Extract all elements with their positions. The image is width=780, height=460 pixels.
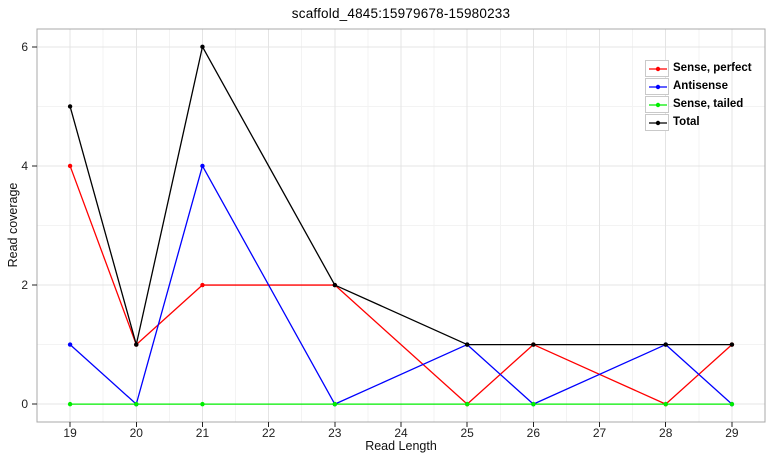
data-point-sense-tailed	[729, 401, 735, 407]
x-tick-label: 28	[659, 426, 673, 440]
data-point-sense-tailed	[200, 401, 205, 407]
data-point-sense-tailed	[663, 401, 668, 407]
legend-key-dot	[655, 66, 661, 71]
data-point-total	[67, 104, 73, 109]
legend-item-antisense: Antisense	[645, 77, 752, 95]
series-line-antisense	[69, 165, 733, 405]
x-tick-label: 27	[593, 426, 607, 440]
series-line-total	[69, 46, 732, 346]
series-line-sense-perfect	[69, 165, 733, 405]
data-point-total	[200, 44, 205, 50]
data-point-sense-tailed	[464, 401, 470, 407]
y-tick-label: 0	[21, 397, 28, 411]
legend-key-dot	[655, 84, 661, 89]
legend-key-icon-total	[645, 113, 669, 131]
x-tick-label: 26	[527, 426, 541, 440]
x-tick-label: 29	[725, 426, 739, 440]
data-point-sense-tailed	[134, 401, 139, 407]
data-point-sense-perfect	[200, 282, 205, 288]
data-point-antisense	[200, 163, 205, 169]
x-tick-label: 24	[394, 426, 408, 440]
legend-key-dot	[655, 120, 661, 125]
data-point-antisense	[67, 342, 73, 347]
legend-key-icon-antisense	[645, 77, 669, 95]
legend: Sense, perfect Antisense Sense, tailed Tota…	[645, 59, 752, 131]
data-point-sense-tailed	[67, 401, 73, 407]
x-tick-label: 20	[130, 426, 144, 440]
x-axis-title: Read Length	[365, 439, 437, 453]
x-tick-label: 23	[328, 426, 342, 440]
legend-label-antisense: Antisense	[673, 80, 728, 92]
chart-title: scaffold_4845:15979678-15980233	[291, 6, 511, 21]
legend-key-icon-sense-perfect	[645, 59, 669, 77]
data-point-total	[332, 282, 338, 288]
legend-item-sense-tailed: Sense, tailed	[645, 95, 752, 113]
legend-item-sense-perfect: Sense, perfect	[645, 59, 752, 77]
x-tick-label: 19	[63, 426, 77, 440]
y-tick-label: 4	[21, 159, 28, 173]
data-point-total	[464, 342, 470, 347]
data-point-total	[134, 342, 139, 347]
y-tick-label: 2	[21, 278, 28, 292]
x-tick-label: 25	[461, 426, 475, 440]
data-point-sense-tailed	[332, 401, 338, 407]
y-axis-title: Read coverage	[6, 182, 20, 268]
legend-key-dot	[655, 102, 661, 107]
data-point-sense-perfect	[67, 163, 73, 169]
legend-key-icon-sense-tailed	[645, 95, 669, 113]
data-point-total	[531, 342, 536, 347]
legend-label-total: Total	[673, 116, 700, 128]
x-tick-label: 22	[262, 426, 276, 440]
data-point-total	[663, 342, 668, 347]
legend-item-total: Total	[645, 113, 752, 131]
data-point-total	[729, 342, 735, 347]
legend-label-sense-tailed: Sense, tailed	[673, 98, 744, 110]
x-tick-label: 21	[196, 426, 210, 440]
legend-label-sense-perfect: Sense, perfect	[673, 62, 752, 74]
y-tick-label: 6	[21, 40, 28, 54]
data-point-sense-tailed	[531, 401, 536, 407]
